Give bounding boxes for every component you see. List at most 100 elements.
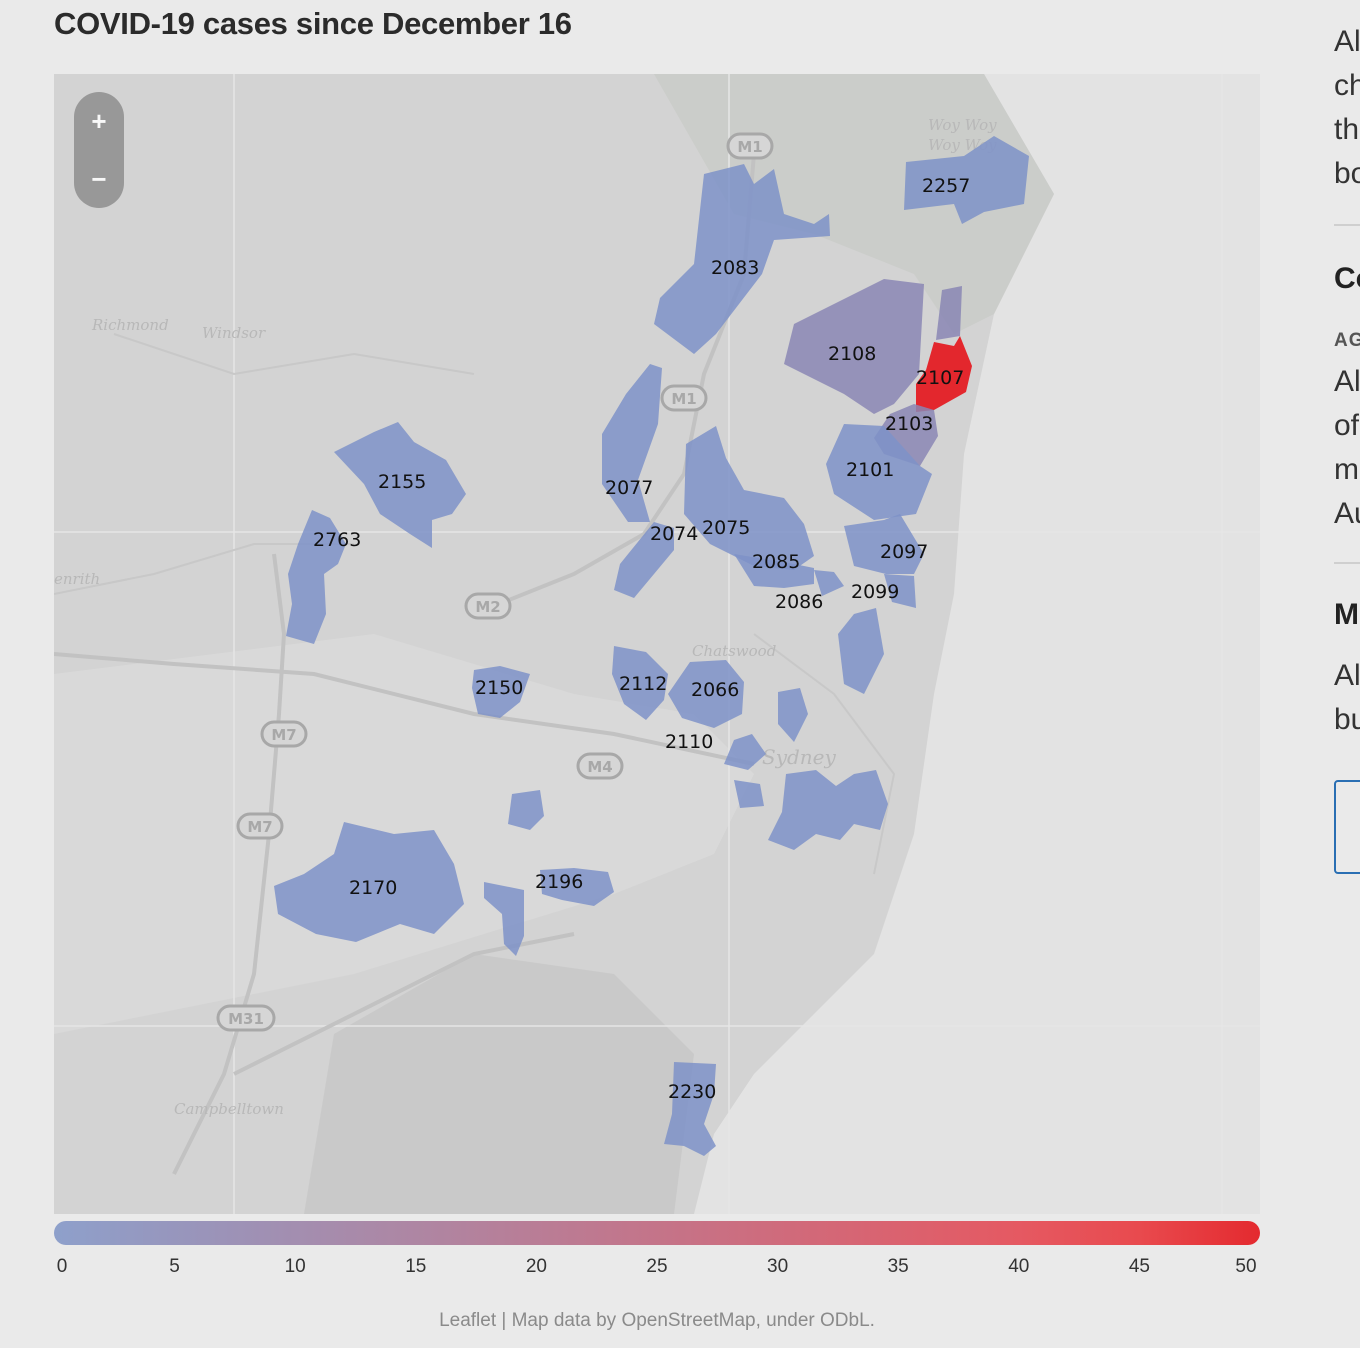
region-2107[interactable] bbox=[916, 336, 972, 412]
sidebar-divider bbox=[1334, 224, 1360, 226]
region-2099-south[interactable] bbox=[838, 608, 884, 694]
legend-tick-label: 50 bbox=[1235, 1256, 1257, 1277]
postcode-label-2066: 2066 bbox=[691, 679, 739, 701]
region-2170[interactable] bbox=[274, 822, 464, 942]
postcode-label-2075: 2075 bbox=[702, 517, 750, 539]
forest-area bbox=[304, 954, 694, 1214]
legend-tick-label: 35 bbox=[887, 1256, 909, 1277]
legend-tick-labels: 0 5 10 15 20 25 30 35 40 45 50 bbox=[54, 1256, 1260, 1282]
legend-color-segment bbox=[1018, 1221, 1140, 1245]
legend-tick-label: 20 bbox=[525, 1256, 547, 1277]
region-2150[interactable] bbox=[472, 666, 530, 718]
sidebar-small-heading: AG bbox=[1334, 330, 1360, 351]
sidebar-text-column: Al ch th bo Co AG Al of m Au M Al bu bbox=[1334, 0, 1360, 1348]
road-shield-m7: M7 bbox=[260, 720, 308, 748]
legend-tick-label: 10 bbox=[284, 1256, 306, 1277]
road-shield-m2: M2 bbox=[464, 592, 512, 620]
postcode-label-2103: 2103 bbox=[885, 413, 933, 435]
postcode-label-2099: 2099 bbox=[851, 581, 899, 603]
place-label-campbelltown: Campbelltown bbox=[174, 1100, 284, 1118]
sea-area bbox=[694, 74, 1260, 1214]
region-2108[interactable] bbox=[784, 279, 924, 414]
road-shield-m7: M7 bbox=[236, 812, 284, 840]
map-panel[interactable]: M1 M1 M2 M4 M7 M7 M31 Richmond Windsor bbox=[54, 74, 1260, 1214]
region-2077[interactable] bbox=[602, 364, 662, 522]
region-2196b[interactable] bbox=[508, 790, 544, 830]
region-2083[interactable] bbox=[654, 164, 830, 354]
region-2112[interactable] bbox=[612, 646, 668, 720]
legend-tick-label: 30 bbox=[767, 1256, 789, 1277]
region-2101[interactable] bbox=[826, 424, 932, 520]
map-canvas[interactable]: M1 M1 M2 M4 M7 M7 M31 Richmond Windsor bbox=[54, 74, 1260, 1214]
sidebar-text-line: Al bbox=[1334, 659, 1360, 692]
road-shield-m31: M31 bbox=[216, 1004, 276, 1032]
region-2763[interactable] bbox=[286, 510, 346, 644]
place-label-windsor: Windsor bbox=[202, 324, 266, 342]
sidebar-button[interactable] bbox=[1334, 780, 1360, 874]
sidebar-text-line: Au bbox=[1334, 497, 1360, 530]
sidebar-text-line: bo bbox=[1334, 157, 1360, 190]
zoom-control: + − bbox=[74, 92, 124, 208]
postcode-label-2086: 2086 bbox=[775, 591, 823, 613]
svg-text:M1: M1 bbox=[671, 390, 696, 408]
road-m31 bbox=[233, 932, 575, 1076]
sidebar-text-line: th bbox=[1334, 113, 1360, 146]
postcode-label-2155: 2155 bbox=[378, 471, 426, 493]
road-shield-m4: M4 bbox=[576, 752, 624, 780]
zoom-in-button[interactable]: + bbox=[91, 106, 107, 136]
postcode-label-2763: 2763 bbox=[313, 529, 361, 551]
region-2066[interactable] bbox=[668, 660, 744, 728]
place-label-richmond: Richmond bbox=[91, 316, 169, 334]
region-2097[interactable] bbox=[844, 514, 924, 574]
sidebar-text-line: bu bbox=[1334, 703, 1360, 736]
place-label-woy-woy: Woy Woy bbox=[928, 116, 997, 134]
sidebar-heading: Co bbox=[1334, 262, 1360, 295]
legend-color-segment bbox=[174, 1221, 296, 1245]
place-label-penrith: enrith bbox=[54, 570, 100, 588]
region-2112b[interactable] bbox=[778, 688, 808, 742]
region-eastern-suburbs[interactable] bbox=[768, 770, 888, 850]
region-2196[interactable] bbox=[540, 868, 614, 906]
postcode-label-2107: 2107 bbox=[916, 367, 964, 389]
region-2110[interactable] bbox=[724, 734, 766, 770]
legend-color-segment bbox=[295, 1221, 416, 1245]
postcode-label-2083: 2083 bbox=[711, 257, 759, 279]
region-2257[interactable] bbox=[904, 136, 1029, 224]
legend-tick-label: 0 bbox=[56, 1256, 68, 1277]
sidebar-heading: M bbox=[1334, 598, 1359, 631]
postcode-label-2077: 2077 bbox=[605, 477, 653, 499]
minor-road bbox=[753, 633, 896, 875]
legend-tick-label: 45 bbox=[1128, 1256, 1150, 1277]
postcode-label-2112: 2112 bbox=[619, 673, 667, 695]
place-label-sydney: Sydney bbox=[762, 745, 837, 769]
legend-color-segment bbox=[54, 1221, 175, 1245]
region-2074[interactable] bbox=[614, 522, 674, 598]
svg-text:M2: M2 bbox=[475, 598, 500, 616]
postcode-label-2257: 2257 bbox=[922, 175, 970, 197]
postcode-label-2085: 2085 bbox=[752, 551, 800, 573]
legend-color-segment bbox=[536, 1221, 657, 1245]
region-2108-strip[interactable] bbox=[936, 286, 962, 340]
svg-text:M7: M7 bbox=[271, 726, 296, 744]
region-mascot[interactable] bbox=[734, 780, 764, 808]
legend-color-segment bbox=[1139, 1221, 1260, 1245]
legend-color-segment bbox=[656, 1221, 778, 1245]
postcode-label-2097: 2097 bbox=[880, 541, 928, 563]
region-2085[interactable] bbox=[734, 554, 814, 588]
page-title: COVID-19 cases since December 16 bbox=[54, 6, 572, 41]
region-2230[interactable] bbox=[664, 1062, 716, 1156]
region-2086[interactable] bbox=[814, 570, 844, 596]
legend-tick-label: 40 bbox=[1008, 1256, 1030, 1277]
sidebar-text-line: Al bbox=[1334, 25, 1360, 58]
postcode-label-2101: 2101 bbox=[846, 459, 894, 481]
zoom-out-button[interactable]: − bbox=[91, 164, 107, 194]
region-2099[interactable] bbox=[884, 574, 916, 608]
legend-color-segment bbox=[415, 1221, 537, 1245]
road-shield-m1: M1 bbox=[660, 384, 708, 412]
place-label-chatswood: Chatswood bbox=[692, 642, 776, 660]
map-attribution[interactable]: Leaflet | Map data by OpenStreetMap, und… bbox=[439, 1310, 875, 1331]
region-2075[interactable] bbox=[684, 426, 814, 570]
region-2155[interactable] bbox=[334, 422, 466, 548]
region-2196c[interactable] bbox=[484, 882, 524, 956]
minor-road bbox=[113, 333, 475, 376]
